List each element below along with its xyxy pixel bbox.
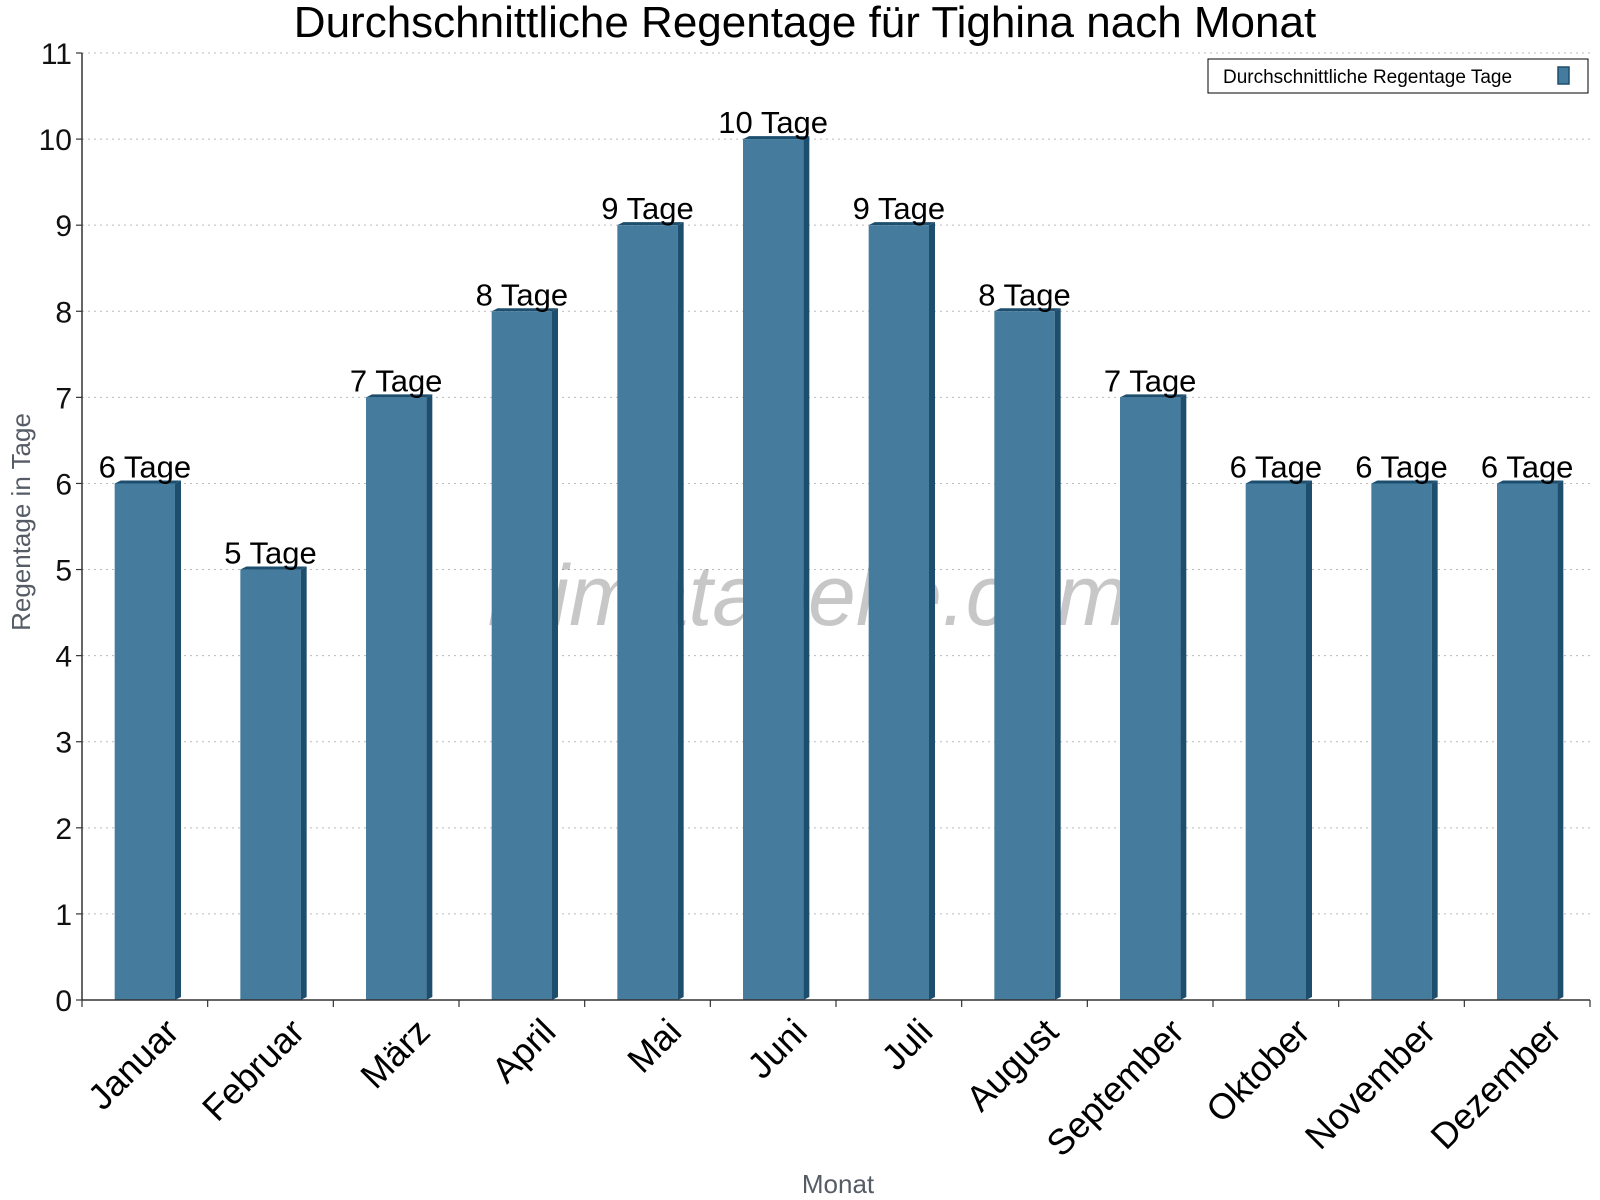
x-tick-label: Oktober xyxy=(1198,1011,1318,1131)
y-tick-label: 2 xyxy=(55,813,72,846)
bar-top xyxy=(114,480,181,484)
bar-side xyxy=(803,136,810,1000)
bar-data-label: 6 Tage xyxy=(1230,449,1323,484)
bar-side xyxy=(174,480,181,1000)
bar-data-label: 6 Tage xyxy=(99,449,192,484)
legend: Durchschnittliche Regentage Tage xyxy=(1207,58,1589,94)
bar-data-label: 10 Tage xyxy=(718,105,828,140)
y-tick-label: 10 xyxy=(39,124,72,157)
x-tick-label: Februar xyxy=(194,1011,312,1129)
bar-dezember xyxy=(1497,483,1558,1000)
bar-top xyxy=(617,222,684,226)
y-tick-label: 0 xyxy=(55,985,72,1018)
bar-top xyxy=(1497,480,1564,484)
bar-februar xyxy=(240,569,301,1000)
chart-title: Durchschnittliche Regentage für Tighina … xyxy=(294,0,1316,47)
y-tick-label: 7 xyxy=(55,382,72,415)
bar-side xyxy=(1305,480,1312,1000)
bar-data-label: 6 Tage xyxy=(1481,449,1574,484)
bar-januar xyxy=(114,483,175,1000)
bar-august xyxy=(994,311,1055,1001)
y-tick-label: 11 xyxy=(41,38,72,71)
bar-side xyxy=(677,222,684,1000)
bar-side xyxy=(1054,308,1061,1001)
bar-top xyxy=(994,308,1061,312)
bar-top xyxy=(1120,394,1187,398)
bars: 6 Tage 5 Tage 7 Tage 8 Tage 9 Tage 10 Tage 9 T… xyxy=(99,105,1574,1001)
bar-data-label: 9 Tage xyxy=(601,191,694,226)
y-tick-label: 3 xyxy=(55,727,72,760)
bar-juli xyxy=(868,225,929,1000)
bar-top xyxy=(1245,480,1312,484)
bar-side xyxy=(1431,480,1438,1000)
x-tick-label: Mai xyxy=(619,1011,689,1081)
y-axis-title: Regentage in Tage xyxy=(6,413,36,631)
bar-top xyxy=(868,222,935,226)
x-tick-label: April xyxy=(484,1011,564,1091)
bar-data-label: 8 Tage xyxy=(978,277,1071,312)
x-tick-label: September xyxy=(1038,1011,1192,1165)
bar-oktober xyxy=(1245,483,1306,1000)
y-tick-label: 5 xyxy=(55,555,72,588)
bar-juni xyxy=(743,139,804,1000)
y-tick-label: 1 xyxy=(55,899,72,932)
bar-april xyxy=(491,311,552,1001)
bar-side xyxy=(1180,394,1187,1000)
x-tick-label: Juni xyxy=(739,1011,815,1087)
x-tick-label: März xyxy=(352,1011,438,1097)
bar-september xyxy=(1120,397,1181,1000)
bar-top xyxy=(491,308,558,312)
bar-november xyxy=(1371,483,1432,1000)
bar-data-label: 5 Tage xyxy=(224,536,317,571)
bar-märz xyxy=(366,397,427,1000)
x-tick-label: Juli xyxy=(873,1011,940,1078)
x-tick-label: Dezember xyxy=(1422,1011,1568,1157)
bar-side xyxy=(426,394,433,1000)
bar-side xyxy=(551,308,558,1001)
bar-data-label: 9 Tage xyxy=(853,191,946,226)
x-tick-label: August xyxy=(958,1011,1066,1119)
bar-data-label: 8 Tage xyxy=(476,277,569,312)
bar-mai xyxy=(617,225,678,1000)
legend-swatch xyxy=(1557,66,1570,85)
x-axis-title: Monat xyxy=(802,1169,875,1199)
bar-side xyxy=(928,222,935,1000)
legend-label: Durchschnittliche Regentage Tage xyxy=(1223,67,1512,88)
x-tick-label: November xyxy=(1297,1011,1443,1157)
bar-top xyxy=(240,566,307,570)
bar-top xyxy=(1371,480,1438,484)
y-tick-label: 4 xyxy=(55,641,72,674)
bar-side xyxy=(300,566,307,1000)
x-tick-label: Januar xyxy=(80,1011,187,1118)
y-tick-label: 6 xyxy=(55,468,72,501)
y-tick-label: 9 xyxy=(55,210,72,243)
bar-side xyxy=(1557,480,1564,1000)
bar-top xyxy=(366,394,433,398)
bar-data-label: 7 Tage xyxy=(350,363,443,398)
y-tick-label: 8 xyxy=(55,296,72,329)
bar-top xyxy=(743,136,810,140)
bar-data-label: 6 Tage xyxy=(1355,449,1448,484)
legend-box xyxy=(1207,58,1589,94)
bar-data-label: 7 Tage xyxy=(1104,363,1197,398)
